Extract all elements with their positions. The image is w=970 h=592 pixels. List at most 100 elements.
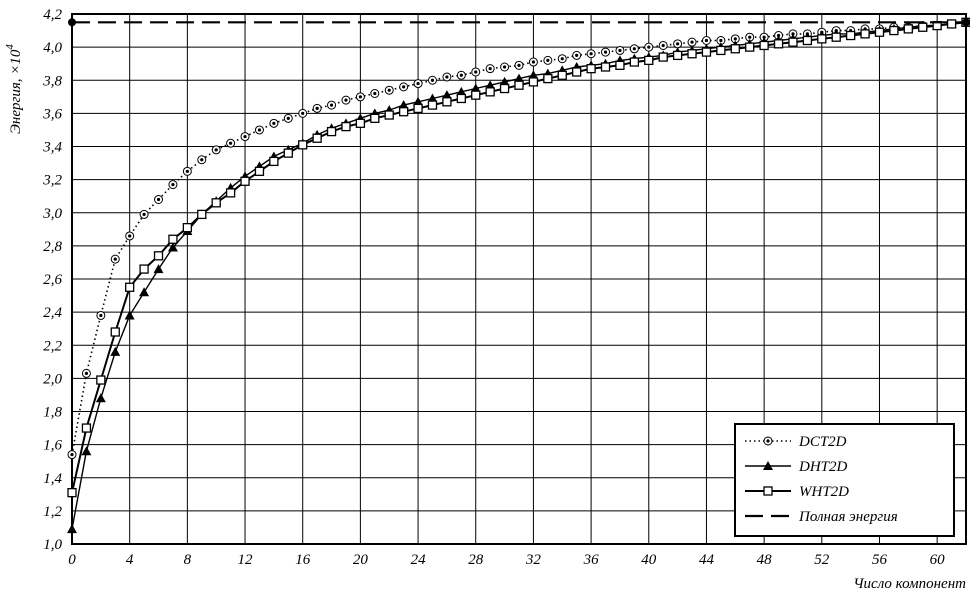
legend-item-solid-square-point (763, 486, 773, 496)
series-dotted-circle-point-center (704, 38, 709, 43)
x-axis-ticks: 0 4 8 12 16 20 24 28 32 36 40 44 48 52 56 60 (68, 552, 945, 568)
series-dotted-circle-point-center (474, 70, 478, 74)
series-dotted-circle-point-center (546, 58, 550, 62)
plot-frame (71, 13, 967, 545)
series-solid-square-point (442, 97, 452, 107)
series-dotted-circle-point-center (257, 128, 262, 132)
series-solid-square-point (745, 42, 755, 52)
x-tick-label: 0 (68, 552, 76, 568)
series-solid-square-point (225, 188, 236, 198)
series-solid-square-point (355, 118, 366, 128)
x-tick-label: 40 (641, 552, 657, 568)
series-solid-triangle-point (413, 96, 424, 106)
series-dotted-circle-point-center (315, 106, 319, 111)
legend-item-solid-triangle-point (763, 461, 773, 470)
series-solid-square-point (153, 251, 164, 261)
y-tick-label: 3,4 (42, 140, 62, 156)
series-solid-triangle-point (514, 73, 524, 83)
series-solid-square-point (644, 55, 654, 66)
series-dotted-circle-point-center (344, 98, 348, 102)
series-dotted-circle-point-center (531, 60, 536, 64)
series-solid-triangle-point (153, 264, 164, 274)
series-dotted-circle-point-center (445, 75, 449, 79)
y-axis-title: Энергия, ×104 (4, 44, 24, 134)
series-solid-square-point (182, 223, 193, 233)
x-tick-label: 32 (525, 552, 542, 568)
series-solid-triangle-point (139, 287, 150, 297)
series-solid-square-point (312, 133, 322, 143)
series-solid-triangle-point (485, 80, 496, 90)
x-tick-label: 52 (814, 552, 830, 568)
series-solid-square-point (586, 64, 596, 74)
series-solid-square-point (716, 45, 726, 56)
y-tick-label: 2,0 (43, 371, 62, 387)
x-tick-label: 48 (757, 552, 773, 568)
series-solid-triangle-point (95, 393, 106, 403)
series-solid-square-point (341, 121, 351, 132)
series-solid-square-point (802, 35, 813, 46)
x-tick-label: 16 (295, 552, 311, 568)
y-axis-title-exponent: 4 (4, 44, 16, 50)
series-dotted-circle-point-center (560, 57, 564, 61)
series-solid-triangle-point (67, 524, 77, 534)
series-solid-square-point (326, 126, 337, 137)
series-solid-triangle-point (124, 310, 135, 320)
series-solid-square-point (499, 83, 510, 94)
legend-item-dotted-circle-point-center (766, 439, 770, 443)
series-solid-square-point (730, 44, 740, 54)
series-solid-square-point (254, 166, 265, 176)
legend-item-solid-square-label: WHT2D (799, 484, 849, 500)
y-tick-label: 2,2 (43, 338, 62, 354)
series-dotted-circle-point-center (70, 452, 74, 457)
series-solid-square-line (71, 21, 967, 493)
legend-items: DCT2D DHT2D WHT2D Полная энергия (745, 434, 898, 525)
series-dotted-circle-point-center (84, 371, 89, 376)
series-dotted-circle-point-center (632, 47, 636, 51)
x-tick-label: 8 (184, 552, 192, 568)
series-solid-square-point (67, 488, 77, 498)
series-solid-square-point (572, 67, 582, 77)
y-axis-ticks: 1,0 1,2 1,4 1,6 1,8 2,0 2,2 2,4 2,6 2,8 3,0 3,2 3,4 3… (42, 7, 62, 553)
series-solid-square-point (413, 103, 423, 114)
series-dotted-circle-point-center (272, 121, 276, 125)
legend: DCT2D DHT2D WHT2D Полная энергия (734, 423, 955, 537)
series-solid-square-point (557, 70, 567, 80)
x-axis-title: Число компонент (853, 576, 966, 592)
legend-item-dotted-circle: DCT2D (745, 434, 847, 450)
series-solid-triangle-point (167, 242, 178, 252)
series-dashed-endpoint (68, 18, 76, 27)
series-solid-square-point (788, 37, 798, 47)
series-solid-square-point (672, 50, 683, 61)
series-dotted-circle-point-center (214, 148, 218, 152)
series-dotted-circle-point-center (661, 43, 665, 48)
legend-item-dashed-label: Полная энергия (798, 509, 898, 525)
series-solid-square-point (701, 47, 712, 57)
series-solid-square-point (269, 156, 279, 167)
series-dotted-circle-point-center (575, 53, 579, 58)
series-dotted-circle-point-center (142, 212, 146, 217)
series-dotted-circle-point-center (517, 63, 521, 67)
series-solid-square-point (81, 423, 92, 433)
series-dotted-circle-point-center (430, 78, 435, 82)
series-solid-square-point (759, 40, 769, 51)
x-tick-label: 12 (238, 552, 254, 568)
y-tick-label: 4,2 (43, 7, 62, 23)
series-solid-square-point (845, 30, 856, 41)
series-solid-square-point (485, 87, 495, 97)
series-solid-square-point (946, 19, 957, 29)
series-solid-square-point (528, 77, 539, 87)
series-dashed (68, 18, 970, 27)
y-tick-label: 2,6 (43, 272, 62, 288)
y-tick-label: 3,6 (42, 106, 62, 122)
x-tick-label: 44 (699, 552, 715, 568)
series-solid-square (67, 17, 970, 498)
series-solid-square-point (817, 34, 827, 44)
y-tick-label: 3,0 (42, 206, 62, 222)
y-tick-label: 1,6 (43, 438, 62, 454)
series-dotted-circle-point-center (358, 95, 362, 99)
legend-item-dashed: Полная энергия (745, 509, 898, 525)
series-dotted-circle-point-center (748, 35, 752, 39)
series-dotted-circle-point-center (99, 313, 103, 318)
series-solid-triangle-point (470, 83, 481, 93)
